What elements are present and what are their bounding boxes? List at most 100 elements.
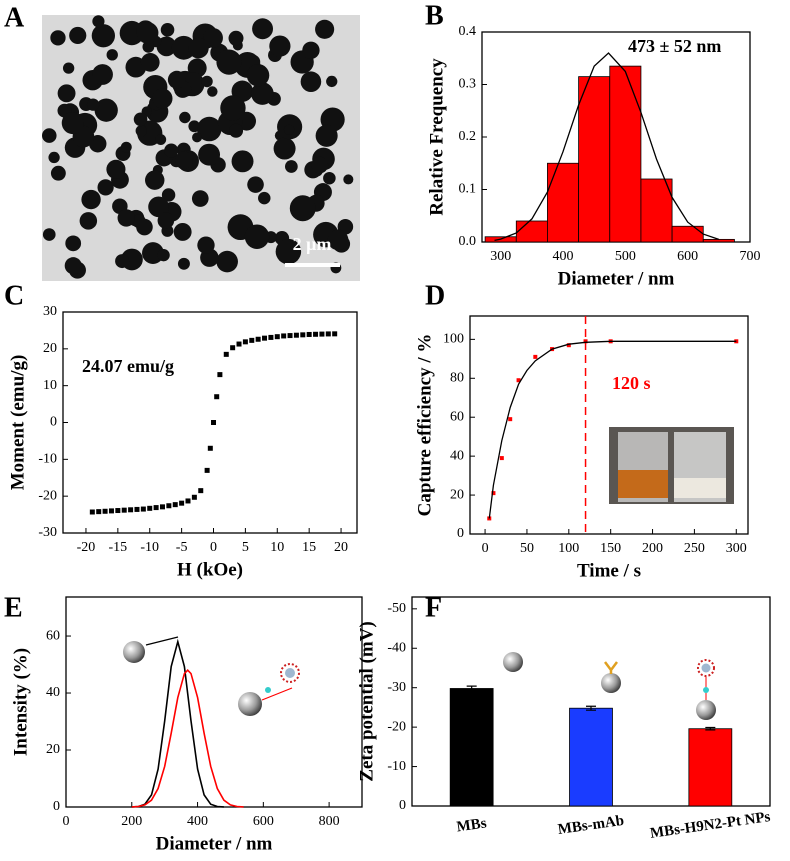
particle bbox=[228, 123, 244, 138]
particle bbox=[311, 156, 329, 174]
point bbox=[159, 504, 165, 510]
y-axis-title: Intensity (%) bbox=[10, 648, 31, 756]
point bbox=[96, 509, 102, 515]
x-tick-label: 50 bbox=[520, 541, 534, 556]
particle bbox=[120, 141, 132, 153]
scale-bar-label: 2 μm bbox=[293, 234, 332, 254]
error-bar bbox=[586, 705, 596, 711]
y-tick-label: 20 bbox=[450, 487, 464, 502]
x-axis-title: H (kOe) bbox=[177, 559, 243, 580]
particle bbox=[289, 195, 316, 222]
point bbox=[140, 506, 146, 512]
panel-label: F bbox=[425, 592, 442, 623]
particle bbox=[174, 151, 193, 170]
point bbox=[185, 498, 191, 504]
particle bbox=[92, 64, 113, 85]
y-tick-label: 60 bbox=[46, 628, 60, 643]
point bbox=[508, 417, 513, 422]
particle bbox=[115, 254, 130, 269]
x-axis-title: Diameter / nm bbox=[558, 268, 675, 289]
x-tick-label: 5 bbox=[242, 540, 249, 555]
point bbox=[566, 343, 571, 348]
x-tick-label: 400 bbox=[187, 814, 208, 829]
x-tick-label: 200 bbox=[121, 814, 142, 829]
point bbox=[191, 494, 197, 500]
y-tick-label: 40 bbox=[46, 685, 60, 700]
x-tick-label: 10 bbox=[270, 540, 284, 555]
particle bbox=[231, 150, 254, 173]
particle bbox=[157, 249, 170, 262]
y-axis-title: Relative Frequency bbox=[426, 58, 447, 216]
y-tick-label: 0.4 bbox=[459, 24, 477, 39]
bar bbox=[515, 220, 548, 243]
x-tick-label: 150 bbox=[600, 541, 621, 556]
particle bbox=[198, 143, 221, 166]
x-tick-label: 100 bbox=[558, 541, 579, 556]
point bbox=[217, 372, 223, 378]
panel-label: B bbox=[425, 0, 444, 31]
y-tick-label: -40 bbox=[387, 640, 406, 655]
particle bbox=[161, 188, 176, 202]
plot-frame bbox=[62, 311, 358, 534]
particle bbox=[220, 95, 246, 121]
particle bbox=[48, 151, 60, 164]
point bbox=[115, 508, 121, 514]
point bbox=[319, 331, 325, 337]
annotation: 24.07 emu/g bbox=[82, 356, 174, 376]
particle bbox=[252, 18, 274, 40]
particle bbox=[145, 170, 165, 190]
particle bbox=[160, 23, 175, 37]
x-tick-label: 400 bbox=[553, 249, 574, 264]
point bbox=[287, 333, 293, 339]
particle bbox=[244, 224, 270, 249]
point bbox=[274, 334, 280, 340]
particle bbox=[135, 125, 148, 137]
y-tick-label: 0.0 bbox=[459, 234, 477, 249]
bar bbox=[449, 688, 494, 807]
particle bbox=[302, 41, 320, 59]
point bbox=[207, 445, 213, 451]
y-tick-label: 0.2 bbox=[459, 129, 477, 144]
particle bbox=[64, 257, 82, 275]
particle bbox=[315, 19, 335, 39]
y-tick-label: 0 bbox=[399, 798, 406, 813]
bar bbox=[688, 728, 733, 807]
particle bbox=[65, 235, 82, 252]
y-tick-label: 20 bbox=[43, 341, 57, 356]
particle bbox=[157, 212, 175, 229]
point bbox=[268, 334, 274, 340]
x-tick-label: -10 bbox=[140, 540, 159, 555]
plot-frame bbox=[469, 315, 749, 535]
y-tick-label: -50 bbox=[387, 601, 406, 616]
panel-label: E bbox=[4, 592, 23, 623]
point bbox=[214, 394, 220, 400]
x-tick-label: MBs bbox=[456, 815, 488, 835]
y-tick-label: -20 bbox=[387, 719, 406, 734]
inset-photo bbox=[609, 427, 734, 504]
point bbox=[172, 502, 178, 508]
error-bar bbox=[466, 685, 477, 692]
x-tick-label: -15 bbox=[109, 540, 128, 555]
x-tick-label: 20 bbox=[334, 540, 348, 555]
particle bbox=[92, 15, 105, 28]
particle bbox=[42, 128, 57, 143]
particle bbox=[152, 88, 173, 109]
point bbox=[306, 331, 312, 337]
point bbox=[166, 503, 172, 509]
bar bbox=[671, 225, 704, 243]
y-tick-label: 80 bbox=[450, 371, 464, 386]
point bbox=[128, 507, 134, 513]
particle bbox=[50, 165, 66, 181]
x-tick-label: 0 bbox=[63, 814, 70, 829]
particle bbox=[191, 190, 209, 207]
x-tick-label: 0 bbox=[482, 541, 489, 556]
x-tick-label: 250 bbox=[684, 541, 705, 556]
point bbox=[147, 505, 153, 511]
bar bbox=[702, 238, 735, 243]
particle bbox=[258, 191, 271, 205]
particle bbox=[106, 159, 126, 179]
point bbox=[153, 505, 159, 511]
point bbox=[108, 508, 114, 514]
point bbox=[487, 516, 492, 521]
